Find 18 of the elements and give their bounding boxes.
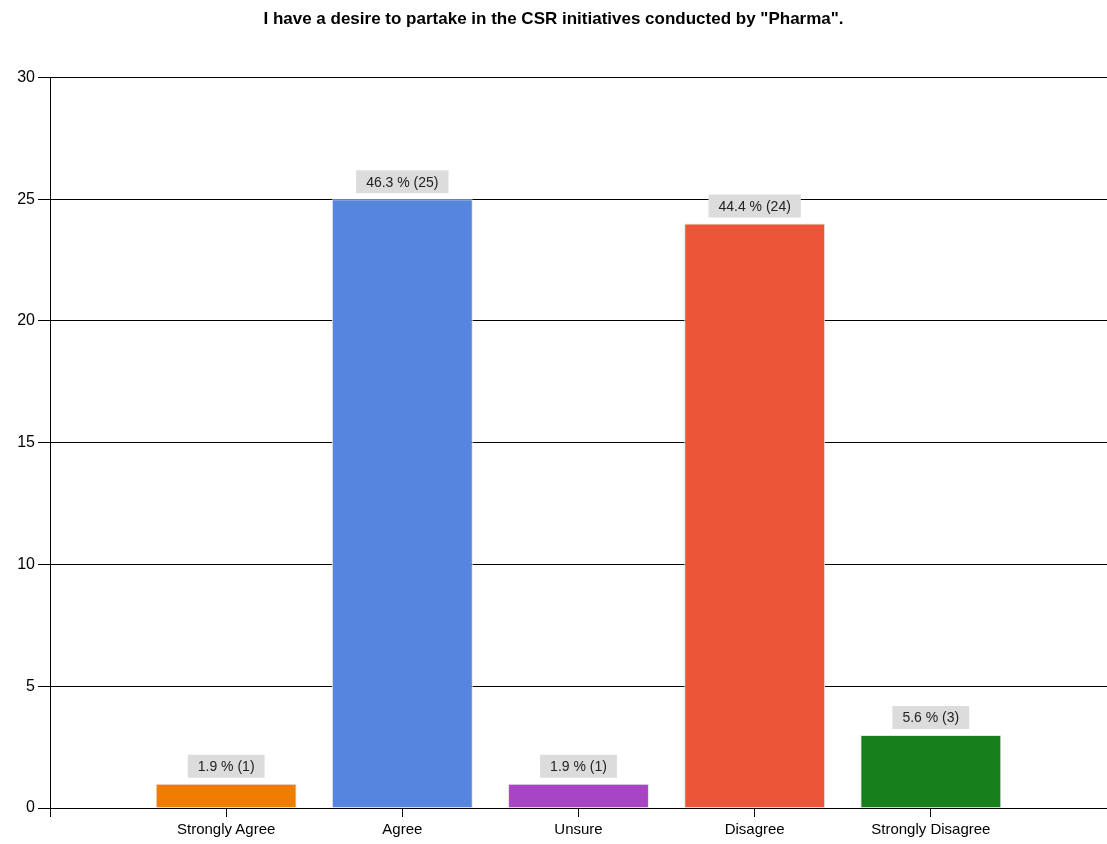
data-label: 1.9 % (1) — [550, 758, 607, 775]
x-tick-label: Strongly Agree — [176, 820, 276, 838]
data-label: 44.4 % (24) — [718, 197, 791, 214]
y-tick-label: 15 — [17, 433, 36, 451]
x-tick-label: Disagree — [724, 820, 785, 838]
x-tick-label: Agree — [382, 820, 423, 838]
y-tick-label: 5 — [26, 676, 36, 694]
y-tick-label: 10 — [17, 554, 36, 572]
data-label: 5.6 % (3) — [902, 709, 960, 726]
y-tick-label: 30 — [17, 67, 36, 85]
chart-title: I have a desire to partake in the CSR initiatives conducted by "Pharma". — [263, 8, 844, 28]
y-tick-label: 25 — [17, 189, 36, 207]
y-tick-label: 20 — [17, 311, 36, 329]
y-tick-label: 0 — [26, 798, 36, 816]
x-tick-label: Unsure — [554, 820, 603, 838]
data-label: 1.9 % (1) — [197, 758, 255, 775]
x-tick-label: Strongly Disagree — [871, 820, 991, 838]
data-label: 46.3 % (25) — [366, 173, 439, 190]
